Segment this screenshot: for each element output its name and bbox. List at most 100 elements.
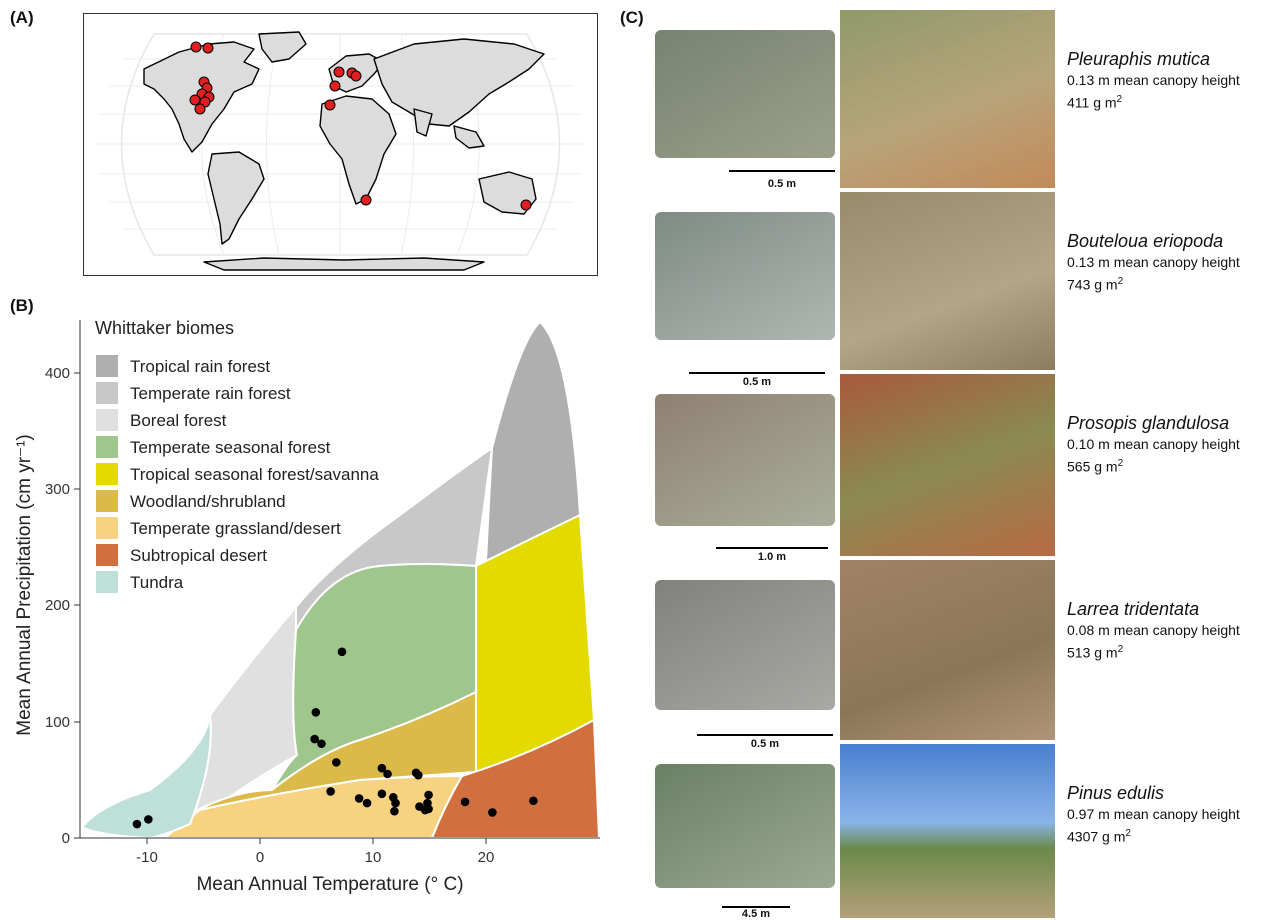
canopy-height: 0.13 m mean canopy height — [1067, 72, 1240, 88]
legend: Whittaker biomes Tropical rain forest Tem… — [95, 318, 379, 593]
world-map — [96, 31, 585, 271]
field-photo — [840, 10, 1055, 188]
biomass-exponent: 2 — [1117, 276, 1124, 287]
species-caption: Prosopis glandulosa 0.10 m mean canopy he… — [1067, 412, 1267, 477]
data-point — [337, 647, 347, 657]
legend-swatch — [96, 382, 118, 404]
site-marker — [324, 99, 336, 111]
scale-bar-label: 0.5 m — [750, 738, 780, 750]
data-point — [414, 770, 423, 780]
species-caption: Larrea tridentata 0.08 m mean canopy heig… — [1067, 598, 1267, 663]
data-point — [488, 808, 497, 817]
site-marker — [360, 194, 372, 206]
legend-swatch — [96, 463, 118, 485]
biomass-exponent: 2 — [1117, 644, 1124, 655]
point-cloud-image — [655, 764, 835, 888]
species-name: Bouteloua eriopoda — [1067, 231, 1224, 251]
y-ticks — [74, 372, 80, 839]
field-photo — [840, 374, 1055, 556]
data-point — [132, 819, 142, 829]
legend-label: Tundra — [130, 573, 184, 592]
y-tick-label: 300 — [45, 481, 70, 498]
y-tick-label: 100 — [45, 714, 70, 731]
species-name: Prosopis glandulosa — [1067, 413, 1230, 433]
data-point — [317, 739, 326, 749]
y-tick-label: 200 — [45, 597, 70, 614]
legend-swatch — [96, 571, 118, 593]
y-tick-label: 400 — [45, 365, 70, 382]
species-name: Pinus edulis — [1067, 783, 1165, 803]
world-map-panel — [83, 13, 598, 276]
biomass-line: 565 g m2 — [1067, 454, 1267, 477]
field-photo — [840, 744, 1055, 918]
biomass-exponent: 2 — [1116, 94, 1123, 105]
biome-polygons — [81, 321, 600, 839]
species-caption: Pinus edulis 0.97 m mean canopy height 430… — [1067, 782, 1267, 847]
panel-label-b: (B) — [10, 296, 34, 315]
legend-swatch — [96, 355, 118, 377]
canopy-height: 0.97 m mean canopy height — [1067, 806, 1240, 822]
legend-swatch — [96, 436, 118, 458]
legend-label: Woodland/shrubland — [130, 492, 286, 511]
scale-bar — [729, 170, 835, 172]
data-point — [529, 796, 538, 806]
legend-swatch — [96, 544, 118, 566]
legend-label: Temperate rain forest — [130, 384, 291, 403]
site-marker — [190, 41, 202, 53]
site-marker — [194, 103, 206, 115]
site-marker — [333, 66, 345, 78]
point-cloud-image — [655, 212, 835, 340]
x-tick-label: 20 — [478, 849, 495, 866]
site-marker — [189, 94, 201, 106]
biomass-value: 565 g m — [1067, 458, 1118, 475]
legend-label: Tropical rain forest — [130, 357, 270, 376]
biomass-value: 743 g m — [1067, 276, 1118, 293]
species-name: Pleuraphis mutica — [1067, 49, 1211, 69]
biome-subtropical-desert — [431, 719, 600, 839]
legend-label: Boreal forest — [130, 411, 227, 430]
canopy-height: 0.08 m mean canopy height — [1067, 622, 1240, 638]
data-point — [391, 798, 400, 808]
scale-bar — [697, 734, 833, 736]
data-point — [377, 763, 387, 773]
data-point — [354, 794, 364, 803]
data-point — [144, 815, 153, 824]
biomass-line: 4307 g m2 — [1067, 824, 1267, 847]
panel-label-a: (A) — [10, 8, 34, 27]
study-sites — [189, 41, 532, 211]
x-tick-label: 0 — [256, 849, 264, 866]
legend-swatch — [96, 409, 118, 431]
field-photo — [840, 560, 1055, 740]
y-axis-label: Mean Annual Precipitation (cm yr⁻¹) — [14, 434, 35, 735]
biomass-exponent: 2 — [1125, 828, 1131, 839]
scale-bar — [716, 547, 828, 549]
site-marker — [350, 70, 362, 82]
data-point — [390, 806, 399, 816]
legend-swatch — [96, 517, 118, 539]
legend-title: Whittaker biomes — [95, 318, 234, 338]
site-marker — [520, 199, 532, 211]
whittaker-chart: 0 100 200 300 400 -10 0 10 20 Mean Annua… — [14, 318, 600, 895]
biomass-value: 513 g m — [1067, 644, 1118, 661]
field-photo — [840, 192, 1055, 370]
data-point — [383, 769, 392, 779]
data-point — [377, 789, 387, 799]
legend-label: Temperate seasonal forest — [130, 438, 331, 457]
x-tick-label: -10 — [136, 849, 158, 866]
data-point — [326, 787, 335, 796]
legend-label: Subtropical desert — [130, 546, 267, 565]
data-point — [424, 790, 433, 800]
scale-bar — [689, 372, 825, 374]
scale-bar-label: 0.5 m — [742, 376, 772, 388]
point-cloud-image — [655, 580, 835, 710]
x-tick-label: 10 — [365, 849, 382, 866]
point-cloud-image — [655, 394, 835, 526]
biomass-value: 4307 g m — [1067, 828, 1126, 845]
data-points — [132, 647, 538, 829]
canopy-height: 0.13 m mean canopy height — [1067, 254, 1240, 270]
canopy-height: 0.10 m mean canopy height — [1067, 436, 1240, 452]
scale-bar-label: 4.5 m — [741, 908, 771, 920]
point-cloud-image — [655, 30, 835, 158]
scale-bar-label: 0.5 m — [767, 178, 797, 190]
scale-bar — [722, 906, 790, 908]
